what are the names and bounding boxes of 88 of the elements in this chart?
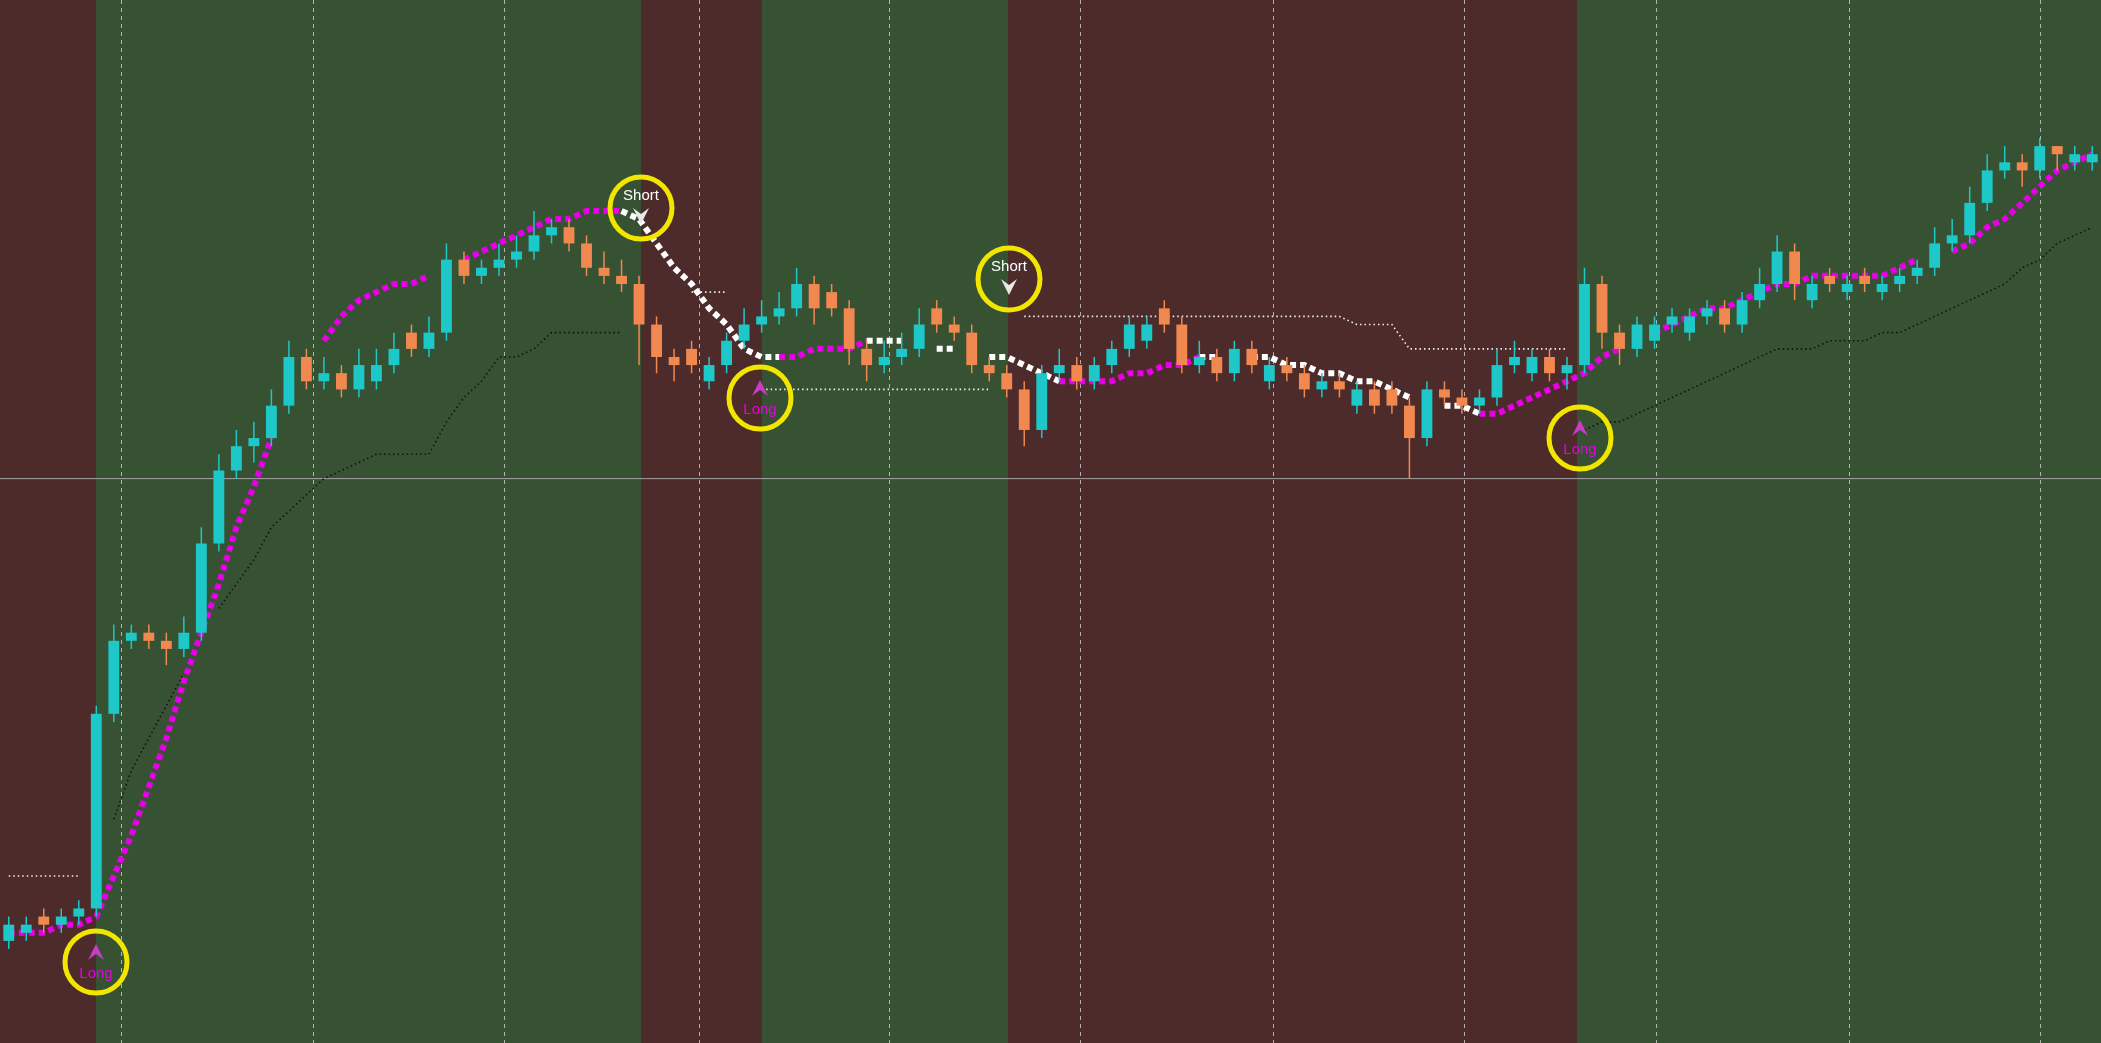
candlestick xyxy=(668,348,680,383)
annotation: Short xyxy=(623,186,660,203)
candlestick xyxy=(896,331,908,366)
candlestick xyxy=(2016,153,2028,188)
candlestick xyxy=(476,258,487,285)
candlestick xyxy=(55,907,67,934)
candlestick xyxy=(1281,356,1293,383)
candlestick xyxy=(1246,340,1258,374)
candlestick xyxy=(2051,145,2063,172)
candlestick xyxy=(1754,267,1766,310)
candlestick xyxy=(458,250,470,285)
candlestick xyxy=(511,234,522,269)
candlestick xyxy=(1386,380,1398,415)
candlestick xyxy=(493,242,505,277)
candlestick xyxy=(948,315,960,342)
candlestick xyxy=(423,315,435,358)
candlestick xyxy=(1001,364,1013,399)
candlestick xyxy=(318,356,330,391)
candlestick xyxy=(38,907,50,934)
candlestick xyxy=(563,218,575,253)
candlestick xyxy=(1999,145,2011,180)
candlestick xyxy=(1719,299,1730,334)
candlestick xyxy=(1859,267,1871,293)
candlestick xyxy=(1911,258,1923,285)
candlestick xyxy=(1474,388,1485,415)
candlestick xyxy=(1193,340,1205,374)
candlestick xyxy=(1806,275,1818,310)
candlestick xyxy=(2086,145,2098,172)
candlestick xyxy=(335,364,347,399)
candlestick xyxy=(1841,275,1853,301)
candlestick xyxy=(1824,267,1836,293)
candlestick xyxy=(3,915,15,950)
candlestick xyxy=(1298,364,1310,399)
candlestick xyxy=(1946,218,1958,253)
candlestick xyxy=(1456,388,1468,415)
candlestick xyxy=(686,340,698,374)
candlestick xyxy=(20,915,32,942)
candlestick xyxy=(371,348,382,391)
candlestick xyxy=(1316,372,1328,399)
candlestick xyxy=(1701,299,1713,326)
candlestick xyxy=(1439,380,1450,407)
candlestick xyxy=(1561,356,1573,391)
candlestick xyxy=(1211,348,1223,383)
candlestick xyxy=(1544,348,1555,383)
candlestick xyxy=(1351,380,1363,415)
candlestick xyxy=(1649,315,1660,350)
candlestick xyxy=(1333,372,1345,399)
annotation: Long xyxy=(1563,440,1597,457)
candlestick xyxy=(1684,307,1695,342)
candlestick xyxy=(406,323,417,358)
candlestick xyxy=(143,623,155,650)
text: Long xyxy=(79,964,113,981)
candlestick xyxy=(528,210,540,261)
candlestick xyxy=(1053,348,1065,383)
candlestick xyxy=(546,218,557,245)
annotation: Long xyxy=(743,400,777,417)
candlestick xyxy=(773,291,785,326)
candlestick xyxy=(1106,340,1118,374)
candlestick xyxy=(73,899,85,926)
candlestick xyxy=(878,340,890,374)
candlestick xyxy=(1263,356,1275,391)
candlestick xyxy=(598,250,610,285)
candlestick xyxy=(1614,323,1625,366)
candlestick xyxy=(1666,307,1678,334)
candlestick xyxy=(756,299,768,334)
candlestick xyxy=(616,258,627,293)
candlestick xyxy=(2069,145,2081,172)
candlestick xyxy=(931,299,943,334)
candlestick xyxy=(248,421,260,464)
candlestick xyxy=(861,340,873,383)
candlestick xyxy=(125,623,137,650)
candlestick xyxy=(160,631,172,666)
candlestick xyxy=(1876,275,1888,301)
candlestick xyxy=(1141,315,1153,350)
candlestick xyxy=(1088,356,1100,391)
candlestick xyxy=(826,283,838,318)
candlestick xyxy=(1158,299,1170,334)
candlestick xyxy=(1071,356,1083,391)
candlestick xyxy=(1509,340,1520,374)
candlestick xyxy=(983,356,995,383)
candlestick xyxy=(1526,348,1538,383)
candlestick xyxy=(388,331,400,374)
candlestick xyxy=(1894,267,1906,293)
annotation: Short xyxy=(991,257,1028,274)
candlestick xyxy=(738,307,750,350)
candlestick xyxy=(703,356,715,391)
candlestick xyxy=(1368,380,1380,415)
candlestick xyxy=(178,615,190,658)
